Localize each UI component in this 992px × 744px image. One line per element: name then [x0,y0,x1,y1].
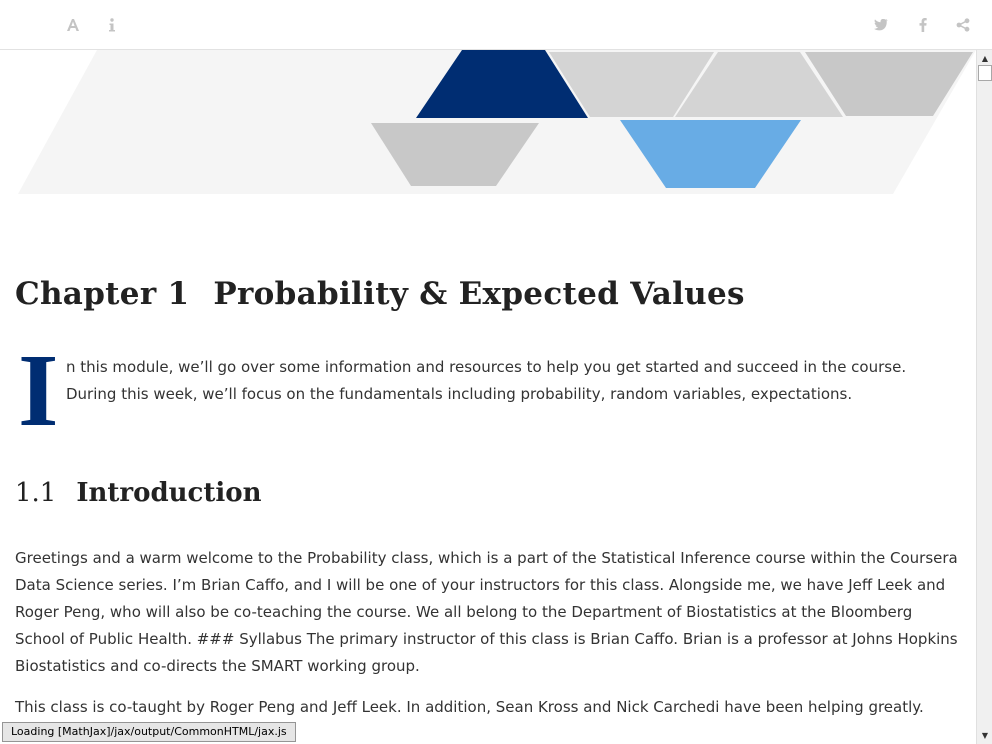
section-title-text: Introduction [76,478,262,508]
twitter-share-button[interactable] [869,13,893,37]
vertical-scrollbar[interactable]: ▲ ▼ [976,50,992,744]
intro-paragraph: n this module, we’ll go over some inform… [66,358,907,403]
scroll-thumb[interactable] [978,65,992,81]
body-paragraph: This class is co-taught by Roger Peng an… [15,698,924,716]
facebook-share-button[interactable] [911,13,935,37]
chapter-title-text: Probability & Expected Values [213,276,745,312]
info-button[interactable] [100,13,124,37]
section-number: 1.1 [15,478,57,508]
scroll-up-arrow[interactable]: ▲ [981,53,989,63]
top-toolbar [0,0,992,50]
twitter-icon [874,19,888,31]
banner-gray-block-3 [805,52,973,116]
body-paragraph: Greetings and a warm welcome to the Prob… [15,549,958,675]
font-settings-button[interactable] [61,13,85,37]
share-icon [956,18,970,32]
section-title: 1.1 Introduction [15,478,262,508]
chapter-number: Chapter 1 [15,276,190,312]
share-button[interactable] [951,13,975,37]
banner-graphic [18,50,976,194]
info-icon [108,18,116,32]
banner-navy-block [416,50,588,118]
font-icon [66,18,80,32]
banner-gray-block-2 [675,52,843,117]
drop-cap-letter: I [18,333,59,448]
scroll-down-arrow[interactable]: ▼ [981,730,989,740]
banner-gray-block-4 [371,123,539,186]
mathjax-loading-status: Loading [MathJax]/jax/output/CommonHTML/… [2,722,296,742]
facebook-icon [919,18,927,32]
chapter-title: Chapter 1 Probability & Expected Values [15,276,745,312]
banner-blue-block [620,120,801,188]
book-content: Chapter 1 Probability & Expected Values I… [0,50,976,744]
banner-gray-block-1 [549,52,714,117]
